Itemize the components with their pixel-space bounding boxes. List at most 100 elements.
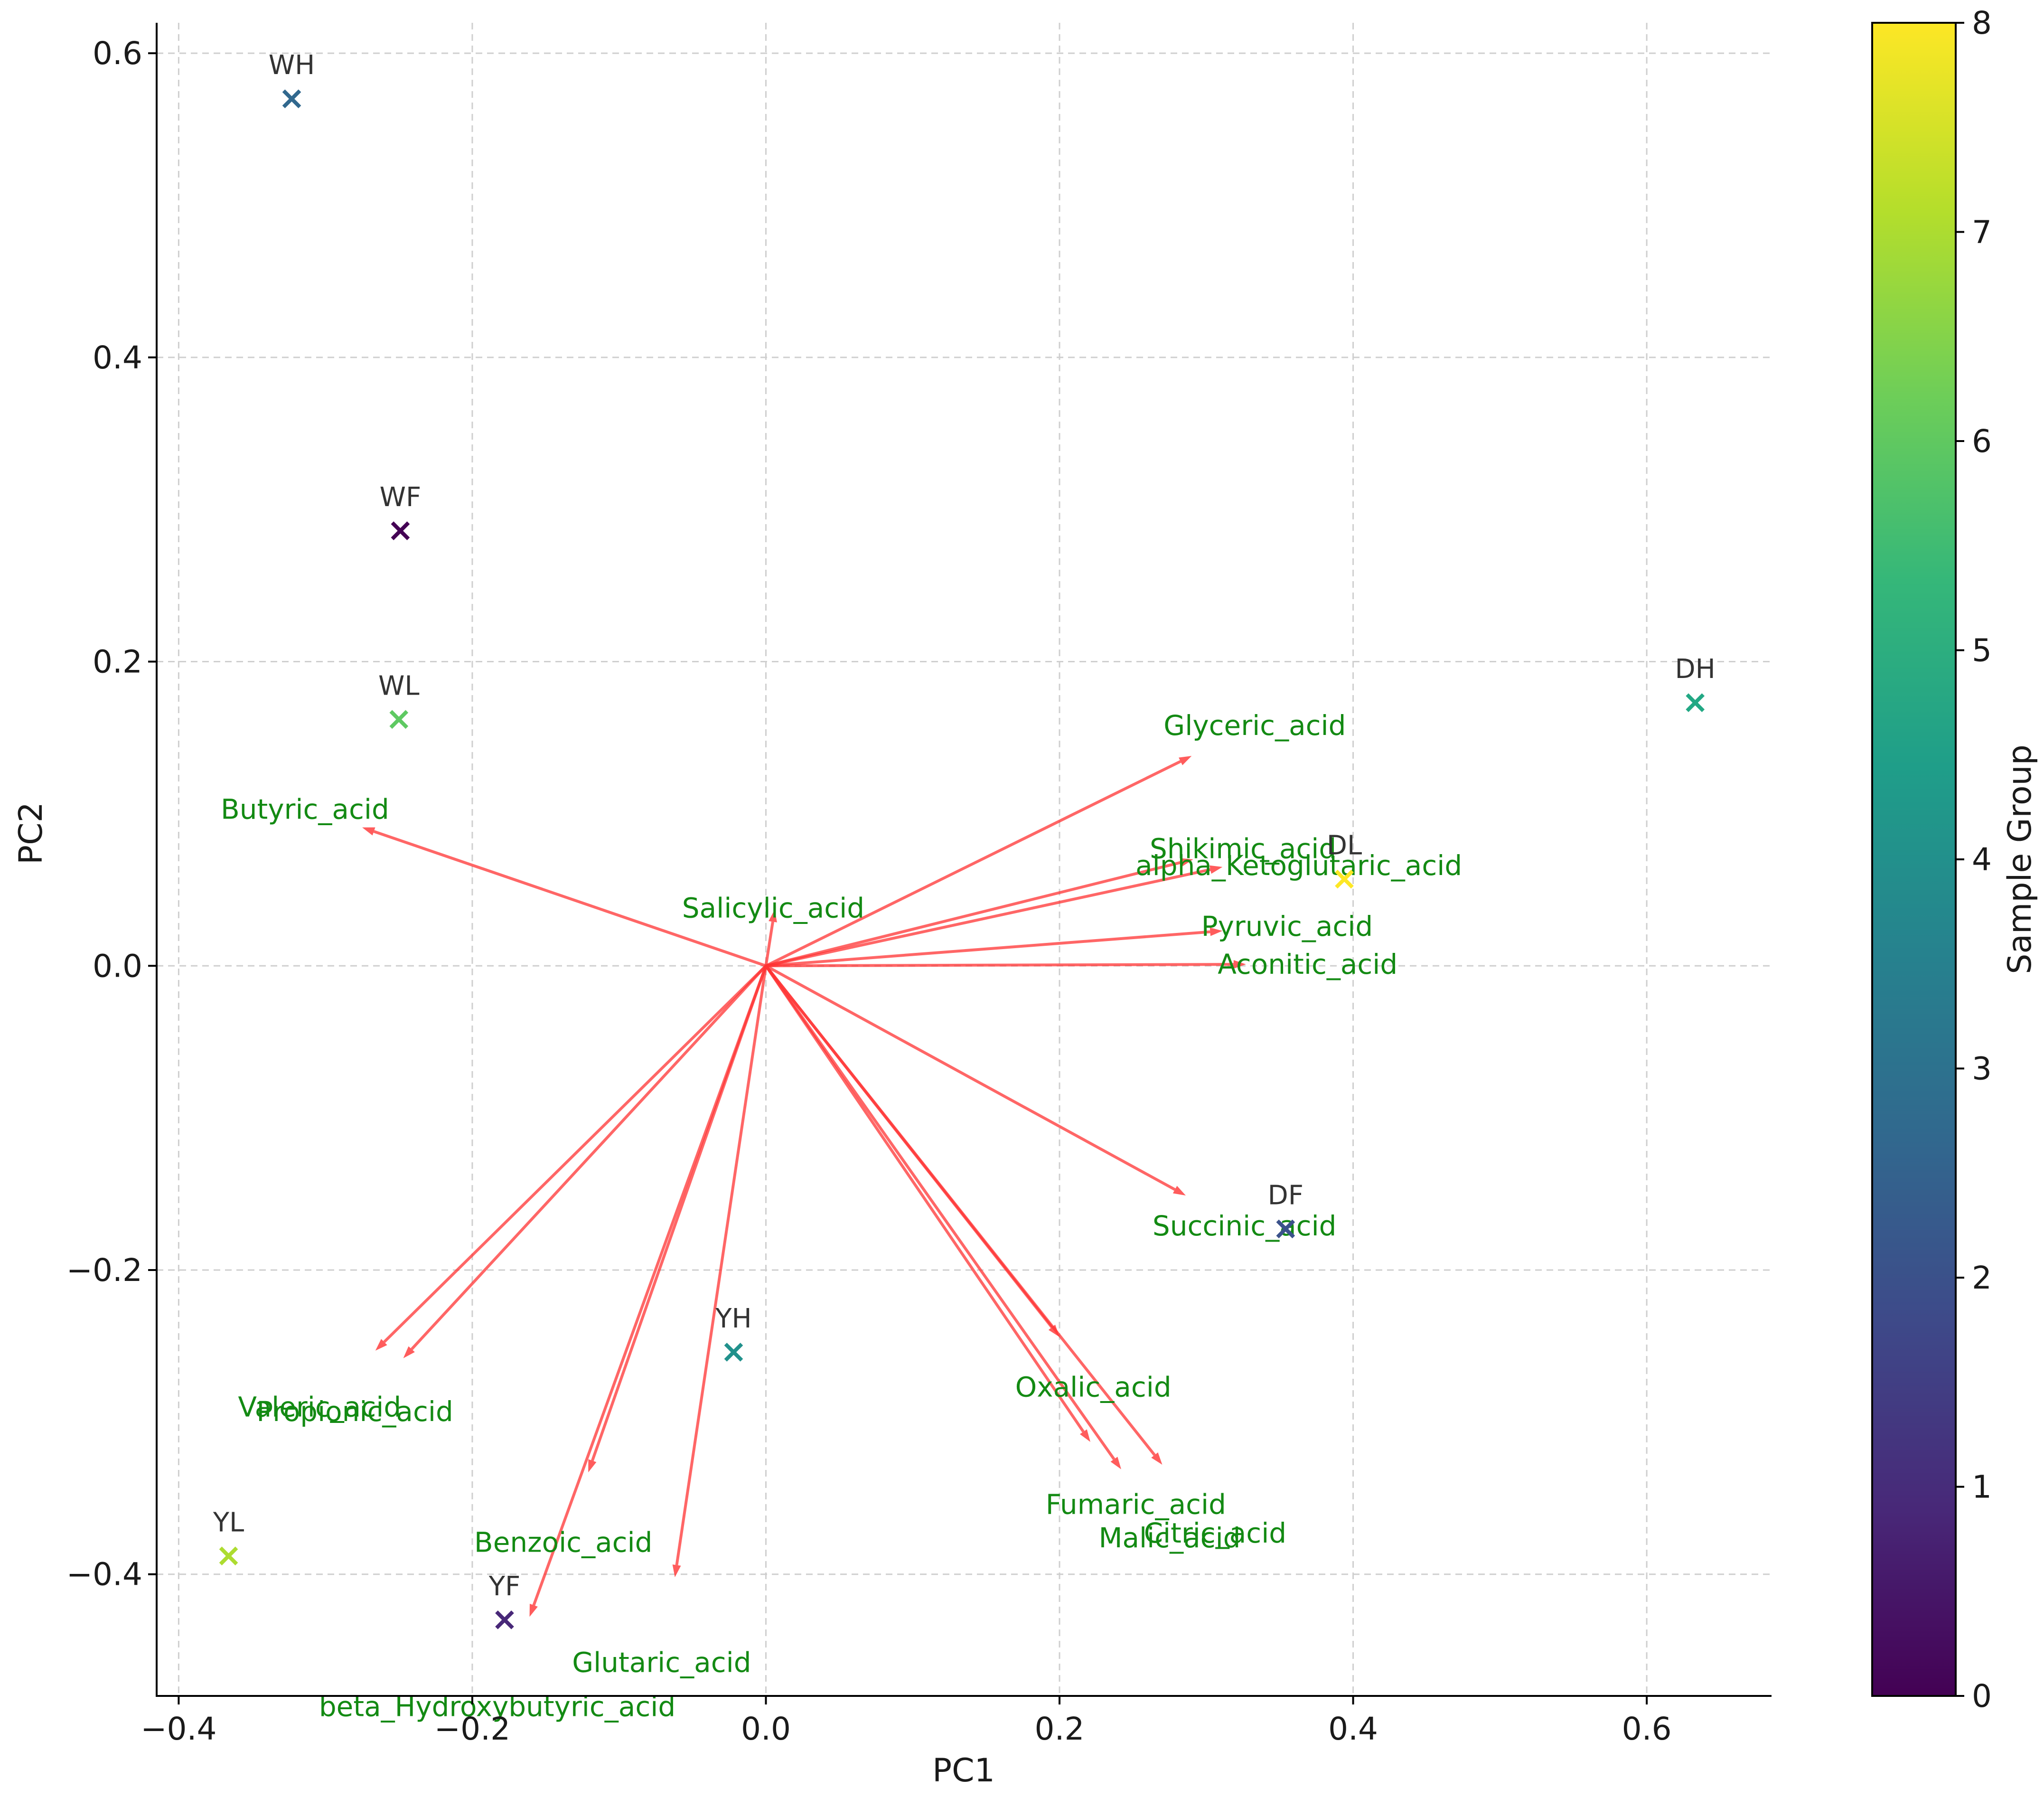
loading-label: Succinic_acid	[1153, 1210, 1337, 1242]
colorbar-tick-label: 7	[1972, 214, 1992, 251]
loading-label: Glyceric_acid	[1163, 709, 1346, 742]
sample-point	[282, 89, 301, 109]
y-axis-title: PC2	[12, 802, 50, 865]
loading-arrowhead	[362, 827, 375, 836]
y-tick-label: −0.2	[66, 1252, 142, 1289]
sample-point	[1335, 869, 1354, 889]
loading-label: Benzoic_acid	[474, 1526, 653, 1558]
loading-label: Glutaric_acid	[572, 1647, 751, 1679]
loading-arrowhead	[769, 909, 777, 923]
loading-label: Aconitic_acid	[1218, 948, 1397, 980]
sample-label: YH	[715, 1303, 751, 1334]
colorbar-tick-label: 6	[1972, 423, 1992, 460]
loading-arrow	[765, 964, 1176, 1191]
y-tick-label: −0.4	[66, 1556, 142, 1593]
loading-arrow	[765, 868, 1211, 968]
grid	[157, 23, 1772, 1696]
loading-arrow	[765, 861, 1181, 968]
loading-label: Salicylic_acid	[682, 892, 864, 924]
loading-label: Fumaric_acid	[1046, 1488, 1226, 1520]
loading-arrowhead	[1079, 1429, 1090, 1442]
loading-arrow	[765, 965, 1116, 1460]
colorbar-ticks: 0 1 2 3 4 5 6 7 8	[1956, 5, 1992, 1714]
sample-point	[391, 521, 410, 540]
loading-label: Malic_acid	[1098, 1522, 1240, 1554]
sample-point	[1686, 693, 1705, 712]
sample-point	[219, 1546, 238, 1566]
loading-label: alpha_Ketoglutaric_acid	[1135, 849, 1462, 882]
loading-arrowhead	[672, 1564, 681, 1578]
loading-arrowhead	[1179, 756, 1192, 765]
y-tick-label: 0.0	[93, 948, 142, 984]
colorbar-tick-label: 8	[1972, 5, 1992, 41]
sample-marker-stroke	[495, 1610, 514, 1629]
colorbar-tick-label: 0	[1972, 1678, 1992, 1714]
y-tick-label: 0.6	[93, 35, 142, 72]
colorbar: 0 1 2 3 4 5 6 7 8 Sample Group	[1871, 5, 2039, 1714]
x-axis-title: PC1	[932, 1752, 995, 1789]
loading-arrow	[766, 963, 1234, 968]
sample-label: DF	[1268, 1180, 1303, 1211]
sample-label: WH	[269, 50, 315, 81]
loading-label: Valeric_acid	[238, 1391, 401, 1423]
loading-arrow	[766, 930, 1210, 968]
loading-arrow	[765, 965, 1085, 1433]
sample-points: WH WF WL DH DL DF YH YL YF	[213, 50, 1716, 1629]
sample-marker-stroke	[282, 89, 301, 109]
sample-label: YF	[488, 1571, 520, 1602]
loading-arrow	[764, 921, 774, 966]
loading-arrow	[532, 965, 768, 1606]
loading-arrow	[383, 965, 767, 1343]
colorbar-tick-label: 4	[1972, 841, 1992, 878]
x-tick-label: 0.6	[1622, 1711, 1672, 1747]
loading-arrowhead	[529, 1603, 538, 1617]
y-tick-label: 0.4	[93, 339, 142, 376]
sample-label: WF	[380, 482, 422, 513]
colorbar-title: Sample Group	[2001, 744, 2039, 974]
loading-arrow	[411, 965, 767, 1350]
loading-arrow	[765, 965, 1156, 1456]
x-tick-label: 0.4	[1328, 1711, 1378, 1747]
loading-arrowhead	[1210, 865, 1223, 874]
sample-marker-stroke	[724, 1343, 743, 1362]
loading-arrows	[362, 756, 1246, 1617]
loading-arrow	[765, 760, 1181, 967]
loading-arrow	[373, 830, 767, 968]
loading-arrowhead	[1110, 1457, 1121, 1469]
sample-label: DH	[1675, 654, 1716, 685]
loading-arrowhead	[1180, 858, 1193, 867]
colorbar-tick-label: 3	[1972, 1051, 1992, 1087]
loading-label: Propionic_acid	[256, 1395, 453, 1428]
sample-point	[389, 710, 409, 729]
loading-arrowhead	[1210, 927, 1223, 936]
loading-arrowhead	[1151, 1452, 1163, 1465]
loading-arrowhead	[375, 1339, 387, 1351]
colorbar-tick-label: 1	[1972, 1469, 1992, 1506]
sample-marker-stroke	[1686, 693, 1705, 712]
loading-label: Shikimic_acid	[1150, 833, 1336, 865]
sample-marker-stroke	[1335, 869, 1354, 889]
loading-label: Citric_acid	[1144, 1517, 1287, 1549]
x-tick-label: 0.2	[1035, 1711, 1085, 1747]
sample-marker-stroke	[389, 710, 409, 729]
sample-label: WL	[378, 670, 420, 701]
loading-arrowhead	[403, 1346, 415, 1358]
sample-marker-stroke	[219, 1546, 238, 1566]
axes: −0.4 −0.2 0.0 0.2 0.4 0.6 −0.4 −0.2 0.0 0.2 0.4 0.6	[66, 23, 1772, 1747]
loading-arrowhead	[588, 1459, 597, 1473]
sample-point	[1276, 1219, 1295, 1239]
colorbar-gradient	[1871, 22, 1957, 1697]
sample-point	[495, 1610, 514, 1629]
sample-marker-stroke	[391, 521, 410, 540]
x-tick-label: −0.4	[141, 1711, 216, 1747]
x-tick-label: −0.2	[434, 1711, 510, 1747]
x-tick-label: 0.0	[741, 1711, 791, 1747]
colorbar-tick-label: 5	[1972, 632, 1992, 669]
sample-point	[724, 1343, 743, 1362]
loading-label: Oxalic_acid	[1015, 1371, 1172, 1403]
y-tick-label: 0.2	[93, 644, 142, 680]
loading-label: Butyric_acid	[221, 793, 389, 825]
loading-labels: Glyceric_acid Butyric_acid Shikimic_acidal…	[221, 709, 1462, 1723]
